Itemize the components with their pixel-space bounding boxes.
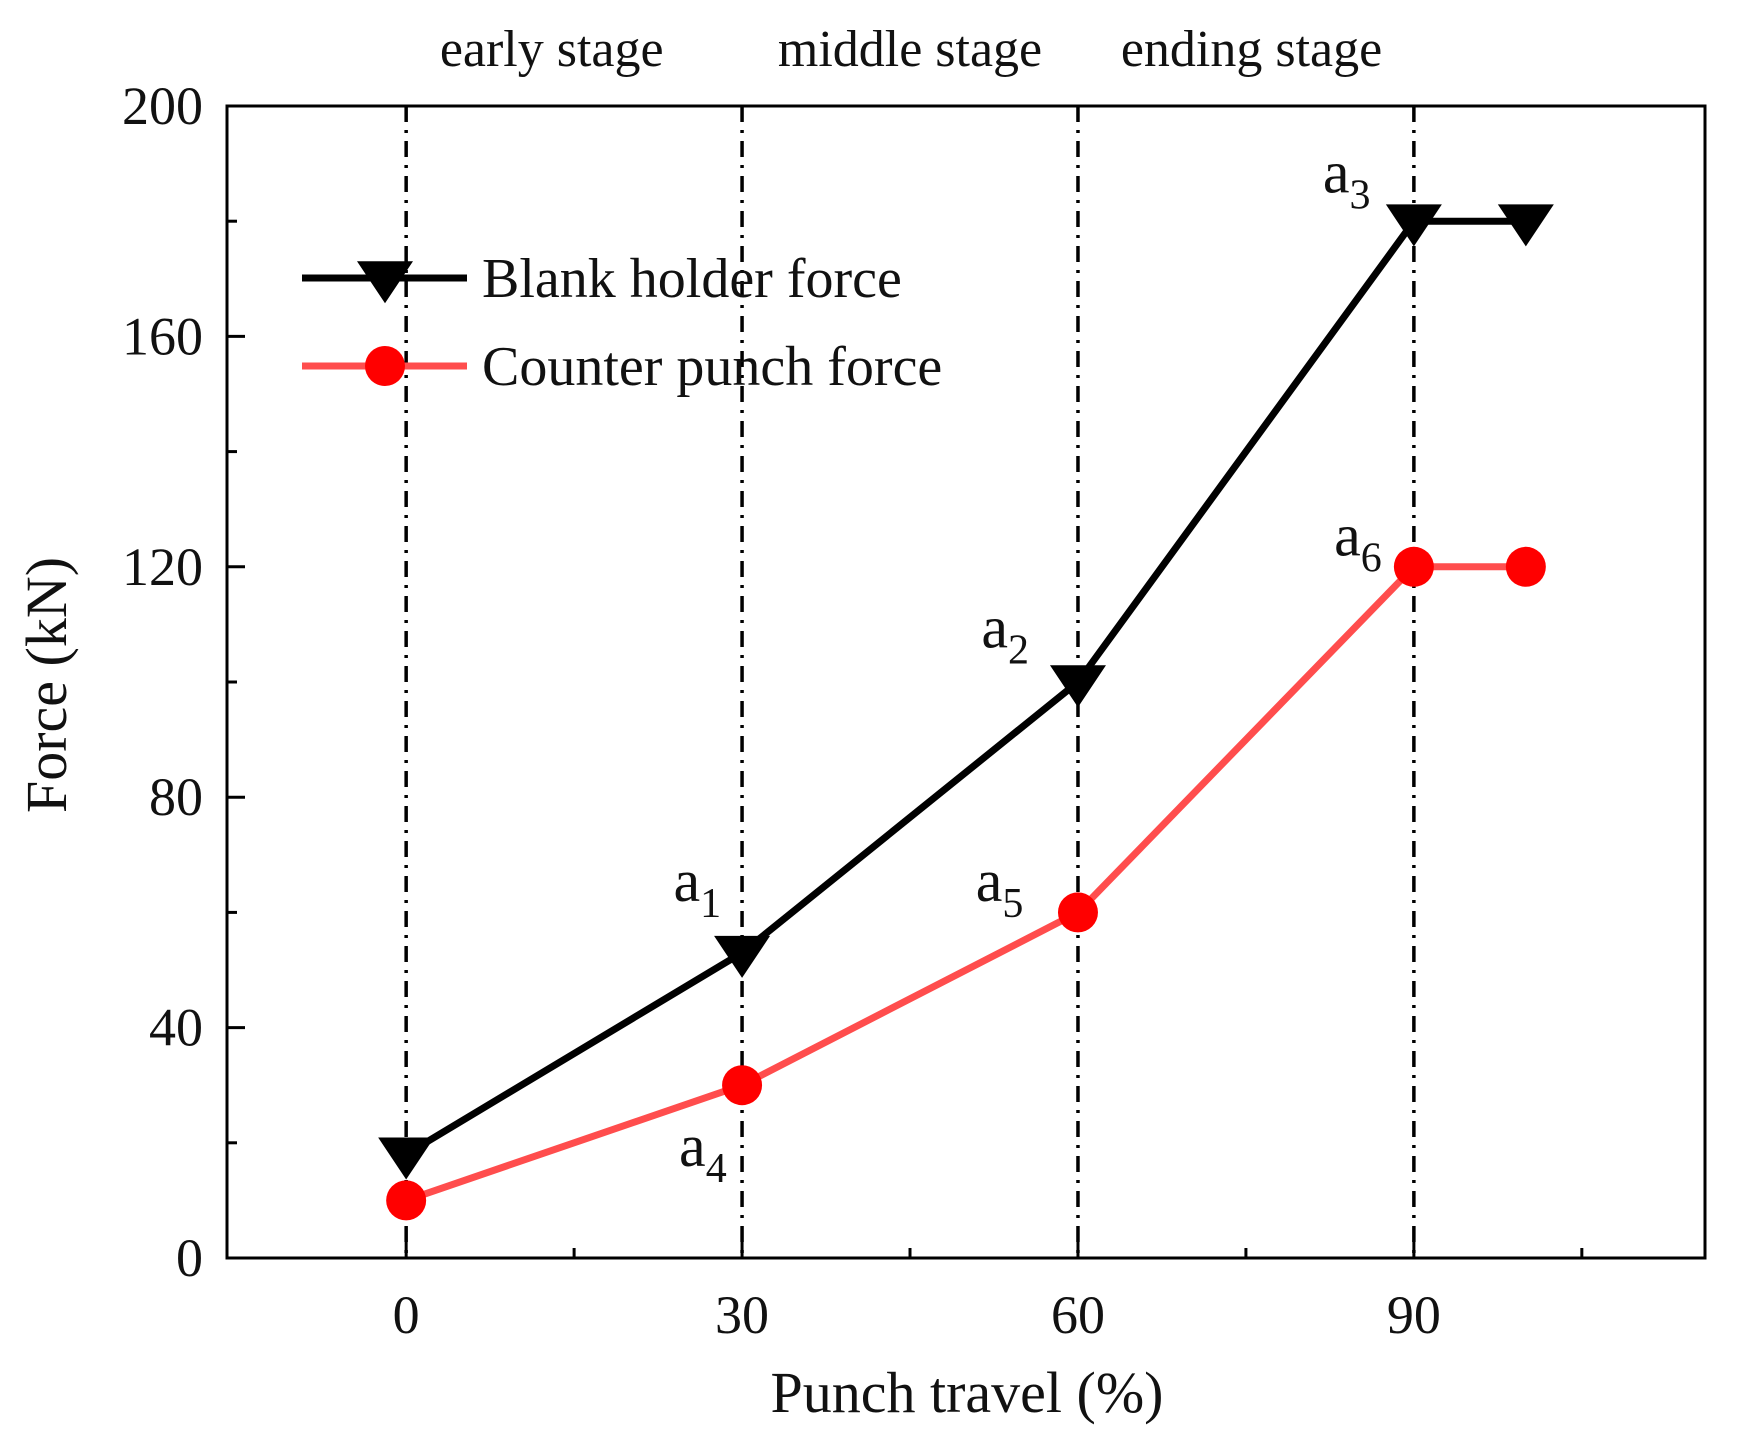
point-label: a2	[981, 594, 1029, 673]
x-axis-title: Punch travel (%)	[771, 1360, 1164, 1425]
series-blank-holder	[378, 204, 1554, 1180]
y-tick-label: 120	[122, 537, 203, 597]
y-tick-label: 40	[149, 998, 203, 1058]
data-point-triangle	[1049, 665, 1106, 708]
data-point-circle	[1057, 892, 1098, 933]
x-tick-label: 30	[715, 1285, 769, 1345]
y-tick-label: 160	[122, 306, 203, 366]
series-layer	[378, 204, 1554, 1221]
stage-label: early stage	[440, 21, 664, 78]
y-axis-title: Force (kN)	[14, 557, 79, 813]
point-label: a4	[679, 1113, 727, 1192]
data-point-triangle	[714, 935, 771, 978]
x-tick-label: 60	[1051, 1285, 1105, 1345]
point-label: a6	[1334, 502, 1382, 581]
data-point-triangle	[1385, 204, 1442, 247]
point-label: a3	[1323, 139, 1371, 218]
data-point-triangle	[357, 261, 413, 304]
y-tick-label: 0	[176, 1228, 203, 1288]
series-counter-punch	[386, 546, 1546, 1221]
series-line	[405, 563, 1526, 1204]
legend: Blank holder force Counter punch force	[302, 248, 942, 398]
stage-label: ending stage	[1121, 21, 1382, 78]
stage-labels: early stage middle stage ending stage	[440, 21, 1382, 78]
legend-swatch-marker	[365, 346, 405, 386]
data-point-triangle	[1497, 204, 1554, 247]
y-tick-label: 80	[149, 767, 203, 827]
data-point-circle	[1393, 546, 1434, 587]
point-label: a5	[976, 848, 1024, 927]
data-point-triangle	[378, 1137, 435, 1180]
legend-item: Blank holder force	[302, 248, 902, 310]
axis-ticks: 0 30 60 90 0 40 80 120 160 200	[122, 76, 1584, 1345]
stage-label: middle stage	[778, 21, 1042, 78]
point-label: a1	[673, 848, 721, 927]
data-point-circle	[722, 1065, 763, 1106]
legend-label: Counter punch force	[482, 336, 942, 398]
legend-item: Counter punch force	[302, 336, 942, 398]
x-tick-label: 90	[1387, 1285, 1441, 1345]
legend-label: Blank holder force	[482, 248, 902, 310]
y-tick-label: 200	[122, 76, 203, 136]
data-point-circle	[1505, 546, 1546, 587]
x-tick-label: 0	[393, 1285, 420, 1345]
point-annotations: a1 a2 a3 a4 a5 a6	[673, 139, 1381, 1191]
data-point-circle	[386, 1180, 427, 1221]
